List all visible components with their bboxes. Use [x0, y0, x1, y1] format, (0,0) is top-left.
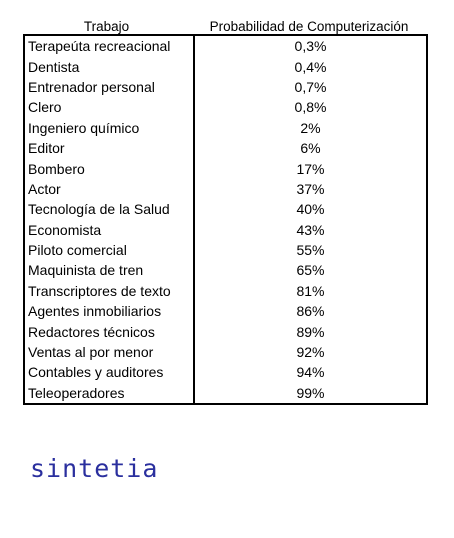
probability-cell: 92%	[296, 344, 325, 361]
probability-cell: 40%	[296, 201, 325, 218]
job-cell: Bombero	[24, 158, 195, 179]
table-row: Piloto comercial 55%	[24, 239, 427, 261]
table-body: Terapeúta recreacional 0,3% Dentista 0,4% En…	[24, 35, 427, 405]
job-cell: Agentes inmobiliarios	[24, 301, 195, 322]
probability-cell: 89%	[296, 323, 325, 340]
job-cell: Editor	[24, 137, 195, 159]
job-cell: Economista	[24, 219, 195, 240]
job-cell: Terapeúta recreacional	[24, 35, 195, 57]
probability-cell: 2%	[300, 119, 321, 136]
table-row: Bombero 17%	[24, 158, 427, 179]
table-row: Entrenador personal 0,7%	[24, 76, 427, 98]
table-row: Ingeniero químico 2%	[24, 117, 427, 138]
header-probability: Probabilidad de Computerización	[209, 19, 409, 34]
job-cell: Piloto comercial	[24, 239, 195, 261]
jobs-table-container: Trabajo Probabilidad de Computerización …	[23, 12, 428, 406]
table-row: Clero 0,8%	[24, 97, 427, 118]
job-cell: Dentista	[24, 56, 195, 77]
table-row: Contables y auditores 94%	[24, 362, 427, 383]
job-cell: Transcriptores de texto	[24, 280, 195, 302]
table-row: Redactores técnicos 89%	[24, 321, 427, 342]
probability-cell: 86%	[296, 303, 325, 320]
job-cell: Tecnología de la Salud	[24, 199, 195, 220]
table-row: Terapeúta recreacional 0,3%	[24, 35, 427, 57]
job-cell: Actor	[24, 178, 195, 200]
probability-cell: 43%	[296, 221, 325, 238]
probability-cell: 6%	[300, 140, 321, 157]
job-cell: Redactores técnicos	[24, 321, 195, 342]
probability-cell: 65%	[296, 262, 325, 279]
probability-cell: 0,3%	[294, 38, 327, 55]
jobs-table: Terapeúta recreacional 0,3% Dentista 0,4% En…	[23, 34, 428, 406]
table-row: Actor 37%	[24, 178, 427, 200]
probability-cell: 81%	[296, 282, 325, 299]
table-row: Editor 6%	[24, 137, 427, 159]
header-job: Trabajo	[83, 19, 130, 34]
table-row: Agentes inmobiliarios 86%	[24, 301, 427, 322]
job-cell: Entrenador personal	[24, 76, 195, 98]
table-row: Tecnología de la Salud 40%	[24, 199, 427, 220]
table-row: Teleoperadores 99%	[24, 382, 427, 405]
table-row: Economista 43%	[24, 219, 427, 240]
job-cell: Ventas al por menor	[24, 341, 195, 363]
job-cell: Ingeniero químico	[24, 117, 195, 138]
job-cell: Teleoperadores	[24, 382, 195, 405]
table-row: Maquinista de tren 65%	[24, 260, 427, 281]
sintetia-logo: sintetia	[30, 454, 159, 483]
probability-cell: 99%	[296, 384, 325, 401]
probability-cell: 37%	[296, 180, 325, 197]
probability-cell: 0,8%	[294, 99, 327, 116]
job-cell: Maquinista de tren	[24, 260, 195, 281]
job-cell: Contables y auditores	[24, 362, 195, 383]
probability-cell: 55%	[296, 242, 325, 259]
table-row: Dentista 0,4%	[24, 56, 427, 77]
table-row: Ventas al por menor 92%	[24, 341, 427, 363]
probability-cell: 94%	[296, 364, 325, 381]
probability-cell: 17%	[296, 160, 325, 177]
probability-cell: 0,4%	[294, 58, 327, 75]
table-header: Trabajo Probabilidad de Computerización	[23, 12, 428, 34]
table-row: Transcriptores de texto 81%	[24, 280, 427, 302]
job-cell: Clero	[24, 97, 195, 118]
probability-cell: 0,7%	[294, 78, 327, 95]
